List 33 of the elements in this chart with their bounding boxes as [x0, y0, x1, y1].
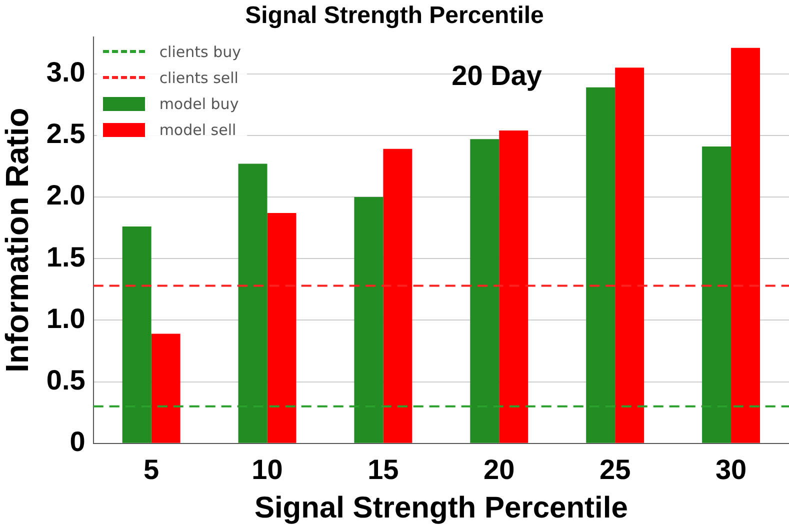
x-axis-title: Signal Strength Percentile [254, 491, 628, 524]
x-tick-label: 10 [252, 454, 283, 485]
y-tick-label: 1.0 [46, 302, 86, 334]
bar [731, 48, 760, 443]
y-tick-label: 0 [70, 426, 86, 458]
legend-label: model buy [159, 94, 239, 113]
bar [151, 334, 180, 443]
y-tick-label: 1.5 [46, 241, 86, 272]
bar [383, 148, 412, 443]
x-tick-label: 30 [715, 454, 747, 485]
bar [470, 139, 500, 443]
x-tick-label: 20 [484, 454, 515, 485]
legend-label: clients buy [159, 42, 241, 61]
y-tick-label: 2.5 [46, 118, 86, 150]
bar [354, 196, 384, 443]
bar [586, 87, 616, 443]
bar [702, 146, 732, 443]
bar [122, 226, 152, 443]
bar [267, 212, 296, 443]
y-tick-label: 0.5 [46, 364, 86, 396]
bar [238, 164, 268, 443]
annotation: 20 Day [452, 60, 542, 91]
y-tick-label: 2.0 [46, 180, 86, 211]
legend-label: clients sell [159, 68, 238, 87]
y-axis-title: Information Ratio [0, 108, 36, 373]
bar [615, 68, 644, 443]
chart-title: Signal Strength Percentile [245, 2, 544, 30]
x-tick-label: 15 [368, 454, 399, 485]
legend-label: model sell [159, 120, 236, 139]
x-tick-label: 25 [600, 454, 631, 485]
x-tick-label: 5 [144, 454, 160, 485]
bar [499, 130, 528, 443]
y-tick-label: 3.0 [46, 56, 86, 88]
